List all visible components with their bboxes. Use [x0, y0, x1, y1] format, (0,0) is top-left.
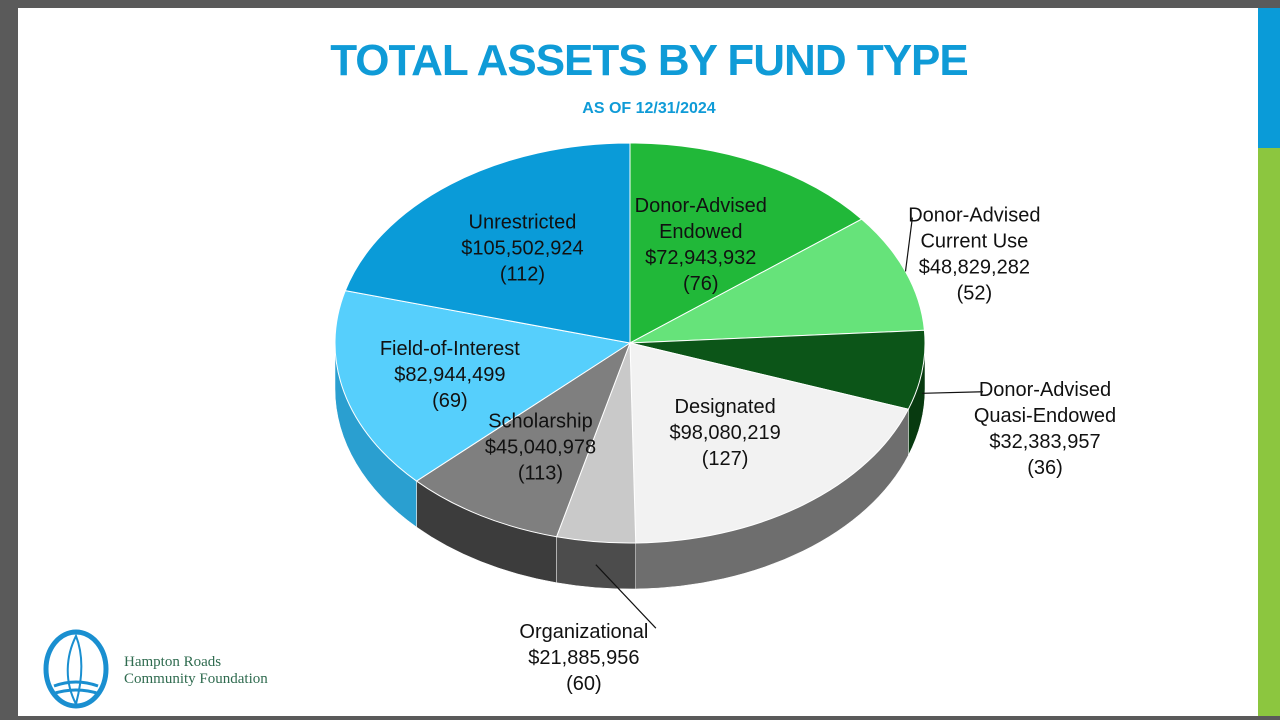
slice-label-4-2: (60) [566, 673, 602, 695]
pie-top [334, 142, 926, 544]
leader-line-2 [922, 391, 983, 394]
slice-label-6-2: (69) [432, 390, 468, 412]
slide: TOTAL ASSETS BY FUND TYPE AS OF 12/31/20… [18, 8, 1280, 716]
pie-slice-5 [415, 341, 632, 538]
slice-label-5-0: Scholarship [488, 411, 593, 433]
pie-slice-2 [629, 329, 926, 410]
pie-side-4 [556, 536, 636, 590]
slice-label-7-0: Unrestricted [469, 212, 577, 234]
pie-sides [334, 342, 926, 590]
slice-label-6-1: $82,944,499 [394, 364, 505, 386]
slice-label-5-2: (113) [518, 463, 563, 485]
pie-slice-3 [629, 342, 910, 544]
slice-label-2-3: (36) [1027, 457, 1063, 479]
slice-label-0-2: $72,943,932 [645, 247, 756, 269]
slice-label-1-3: (52) [957, 283, 993, 305]
slice-label-3-2: (127) [702, 448, 749, 470]
accent-bar-green [1258, 148, 1280, 716]
logo-line-1: Hampton Roads [124, 654, 222, 670]
slice-label-2-0: Donor-Advised [979, 379, 1111, 401]
slice-label-2-2: $32,383,957 [989, 431, 1100, 453]
slice-label-2-1: Quasi-Endowed [974, 405, 1116, 427]
foundation-logo-icon [43, 629, 109, 709]
slice-label-4-0: Organizational [519, 621, 648, 643]
slice-label-1-0: Donor-Advised [908, 205, 1040, 227]
chart-title: TOTAL ASSETS BY FUND TYPE [330, 36, 969, 85]
leader-line-1 [904, 217, 913, 272]
pie-slice-0 [629, 142, 863, 344]
pie-slice-1 [629, 218, 925, 344]
pie-slice-6 [334, 290, 632, 482]
slice-label-3-0: Designated [675, 396, 776, 418]
logo-text: Hampton Roads Community Foundation [124, 654, 268, 688]
slice-label-1-2: $48,829,282 [919, 257, 1030, 279]
slice-label-3-1: $98,080,219 [670, 422, 781, 444]
logo-line-2: Community Foundation [124, 671, 268, 687]
slice-label-6-0: Field-of-Interest [380, 338, 520, 360]
pie-slice-7 [344, 142, 631, 344]
pie-labels: Donor-Advised Endowed $72,943,932 (76) Donor… [380, 195, 1116, 695]
slice-label-7-1: $105,502,924 [461, 238, 583, 260]
slice-label-1-1: Current Use [920, 231, 1028, 253]
slice-label-0-3: (76) [683, 273, 719, 295]
leader-line-4 [595, 564, 657, 629]
slice-label-0-0: Donor-Advised [635, 195, 767, 217]
chart-subtitle: AS OF 12/31/2024 [582, 100, 716, 117]
slice-label-5-1: $45,040,978 [485, 437, 596, 459]
slice-label-4-1: $21,885,956 [528, 647, 639, 669]
slice-label-7-2: (112) [500, 264, 545, 286]
logo: Hampton Roads Community Foundation [36, 626, 296, 712]
slice-label-0-1: Endowed [659, 221, 742, 243]
accent-bar-blue [1258, 8, 1280, 148]
pie-chart: Donor-Advised Endowed $72,943,932 (76) Donor… [334, 142, 1116, 695]
